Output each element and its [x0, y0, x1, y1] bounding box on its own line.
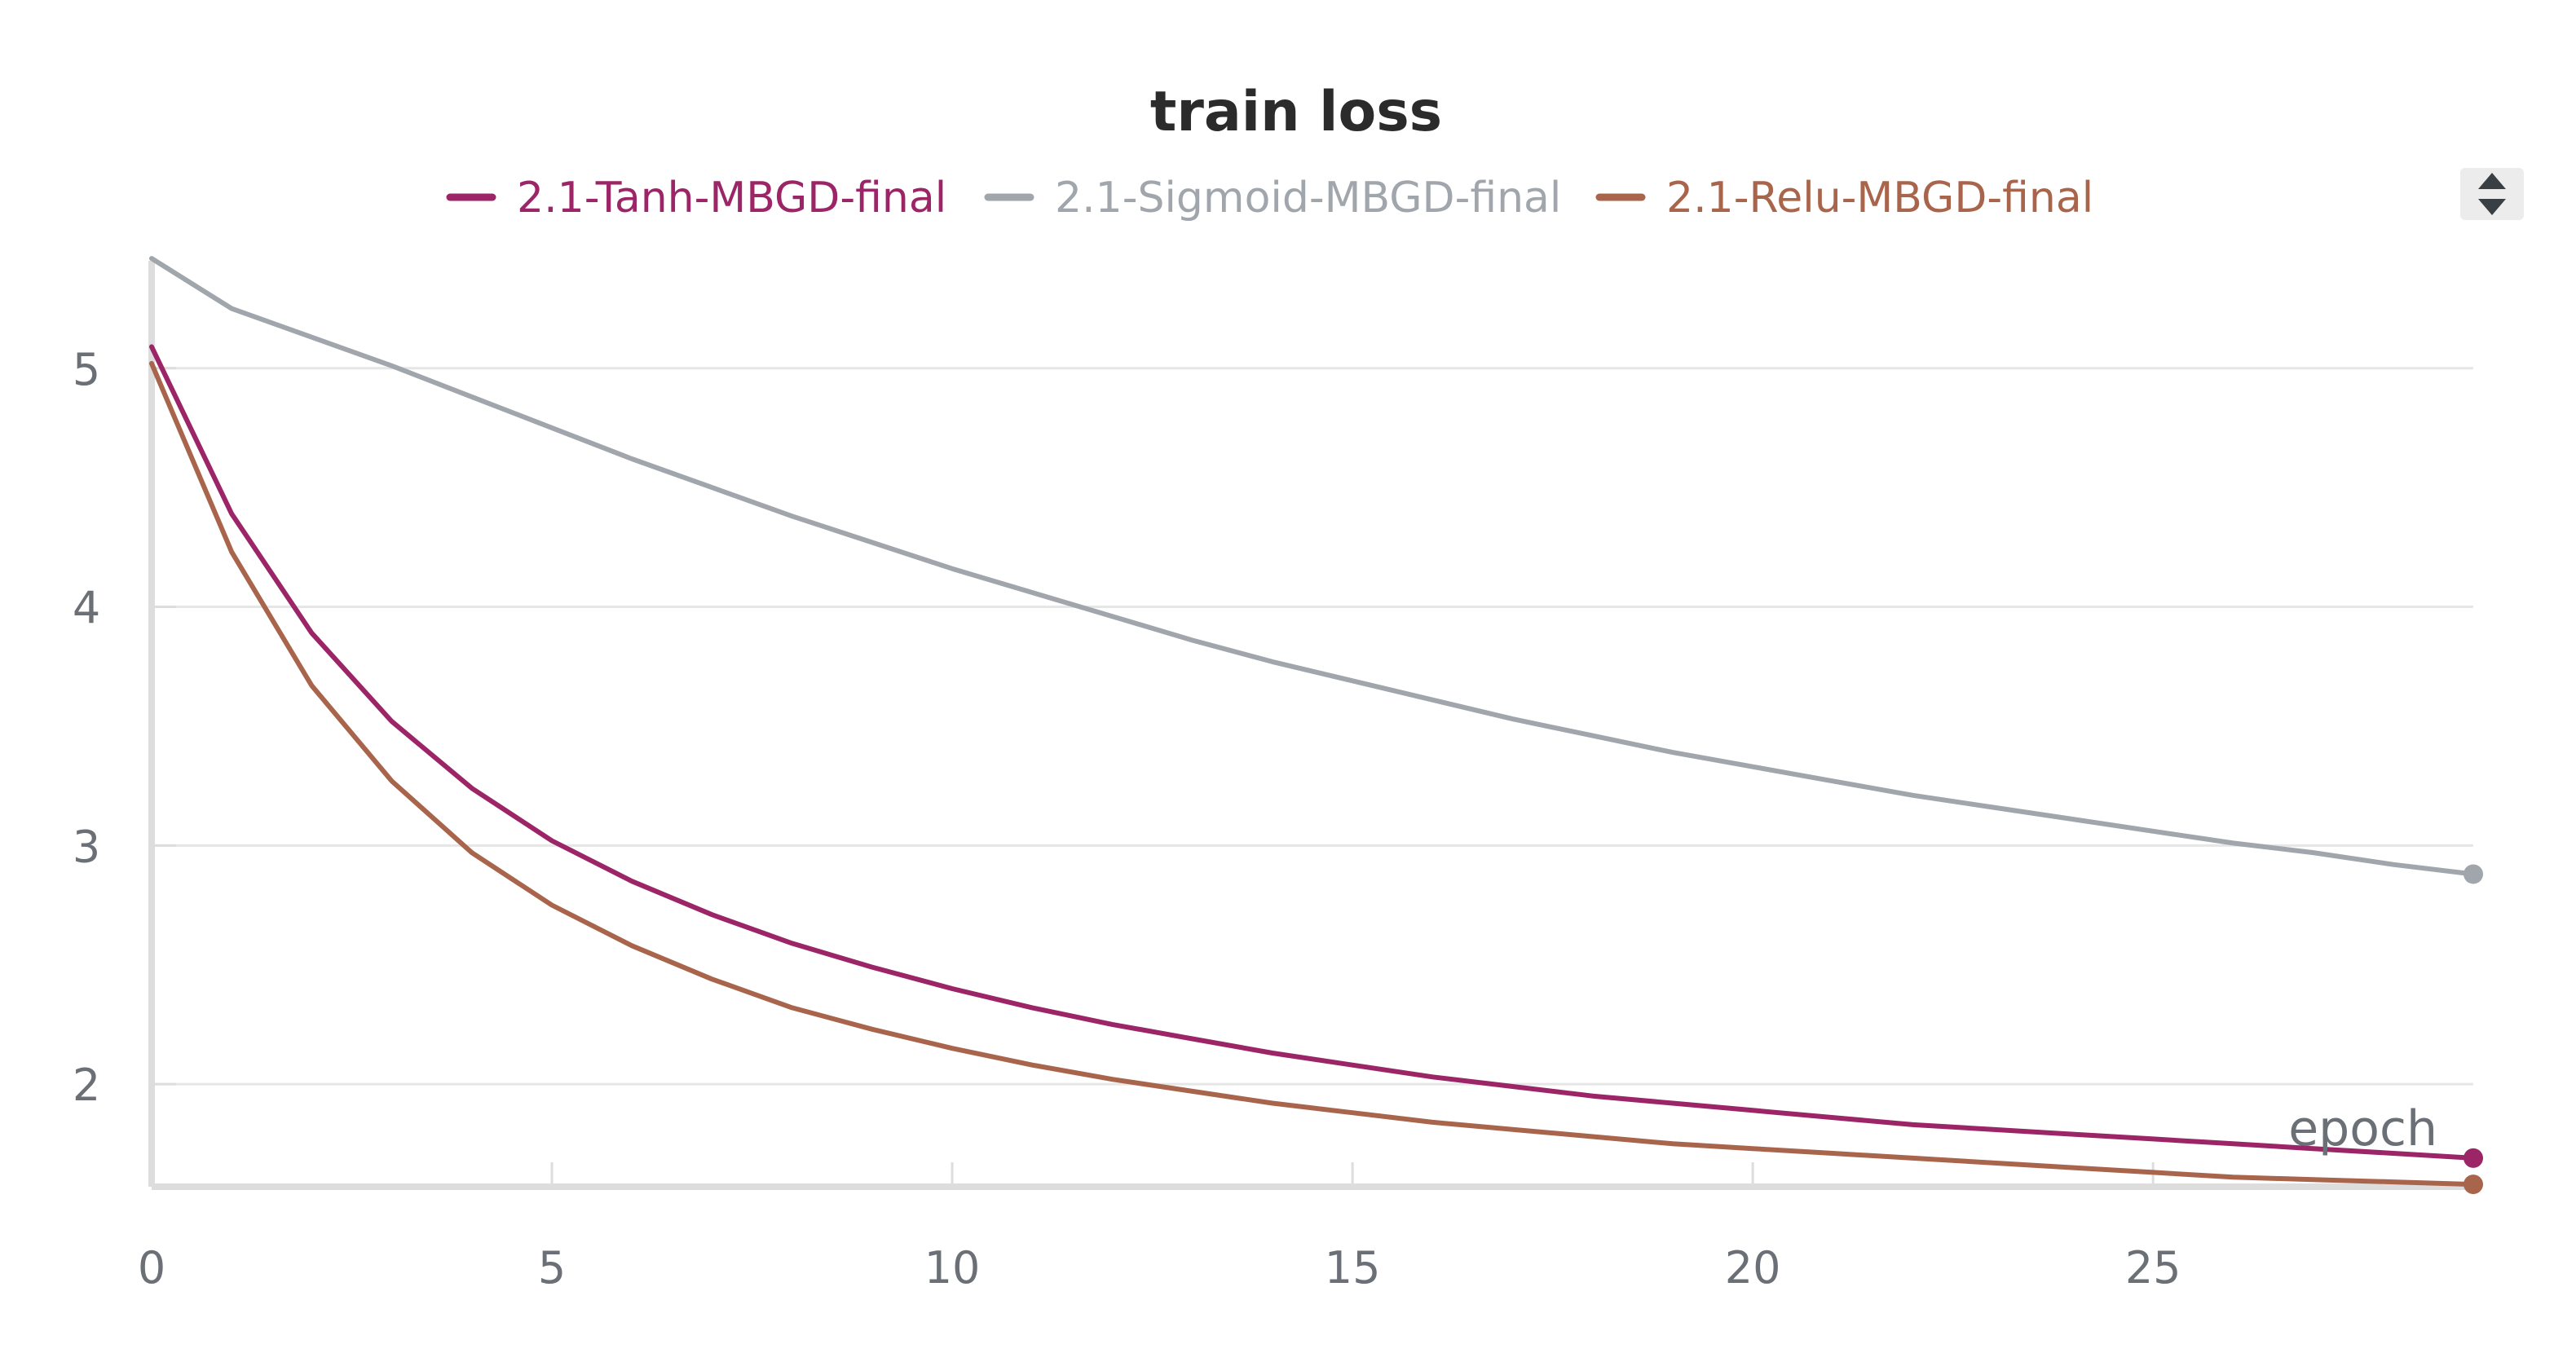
y-axis-ticks: 2 3 4 5	[73, 344, 176, 1111]
x-tick-label: 25	[2125, 1242, 2181, 1294]
series-endpoint-2.1-Relu-MBGD-final[interactable]	[2464, 1175, 2483, 1195]
series-line-2.1-Sigmoid-MBGD-final	[149, 256, 2476, 877]
expand-collapse-icon	[2478, 173, 2506, 215]
legend-item[interactable]: 2.1-Tanh-MBGD-final	[446, 174, 946, 223]
y-tick-label: 3	[73, 821, 100, 872]
x-tick-label: 5	[538, 1242, 566, 1294]
series-line-2.1-Relu-MBGD-final	[149, 360, 2476, 1188]
series-endpoints	[2464, 864, 2483, 1195]
y-tick-label: 4	[73, 583, 100, 634]
legend-item[interactable]: 2.1-Sigmoid-MBGD-final	[984, 174, 1561, 223]
x-tick-label: 20	[1725, 1242, 1781, 1294]
series-endpoint-2.1-Sigmoid-MBGD-final[interactable]	[2464, 864, 2483, 884]
legend: 2.1-Tanh-MBGD-final 2.1-Sigmoid-MBGD-fina…	[446, 174, 2093, 223]
axes	[148, 261, 2473, 1190]
series-group	[149, 256, 2476, 1188]
x-tick-label: 10	[924, 1242, 981, 1294]
x-axis-ticks: 0 5 10 15 20 25	[138, 1162, 2181, 1294]
series-endpoint-2.1-Tanh-MBGD-final[interactable]	[2464, 1148, 2483, 1168]
legend-label: 2.1-Sigmoid-MBGD-final	[1055, 174, 1561, 223]
chart-title: train loss	[1150, 80, 1442, 144]
x-axis-label: epoch	[2288, 1100, 2437, 1157]
x-tick-label: 15	[1325, 1242, 1381, 1294]
expand-collapse-button[interactable]	[2460, 168, 2524, 220]
y-tick-label: 5	[73, 344, 100, 395]
expand-collapse-button-bg[interactable]	[2460, 168, 2524, 220]
legend-label: 2.1-Relu-MBGD-final	[1666, 174, 2093, 223]
legend-label: 2.1-Tanh-MBGD-final	[517, 174, 946, 223]
legend-item[interactable]: 2.1-Relu-MBGD-final	[1595, 174, 2093, 223]
series-line-2.1-Tanh-MBGD-final	[149, 344, 2476, 1161]
y-tick-label: 2	[73, 1060, 100, 1111]
grid	[152, 367, 2473, 1086]
x-tick-label: 0	[138, 1242, 165, 1294]
